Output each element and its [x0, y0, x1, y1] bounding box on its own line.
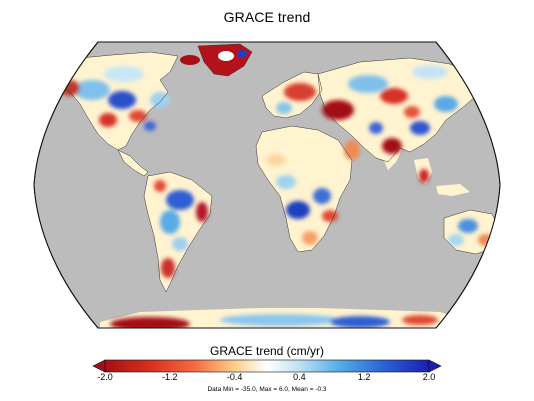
greenland-center [218, 51, 234, 61]
land-southeast-asia [414, 158, 470, 196]
colorbar-gradient [104, 359, 430, 373]
colorbar-tick-label: -2.0 [97, 372, 113, 382]
data-stats: Data Min = -35.0, Max = 6.0, Mean = -0.3 [207, 386, 327, 393]
colorbar-max-extend-arrow [428, 359, 442, 373]
map-title: GRACE trend [223, 9, 311, 25]
colorbar-label: GRACE trend (cm/yr) [209, 344, 324, 358]
colorbar-min-extend-arrow [92, 359, 106, 373]
colorbar-tick-label: -1.2 [162, 372, 178, 382]
land-south-america [144, 172, 212, 292]
colorbar-tick-label: -0.4 [226, 372, 243, 382]
colorbar-tick-label: 0.4 [293, 372, 306, 382]
arctic-islands [180, 55, 200, 65]
colorbar-tick-label: 1.2 [357, 372, 371, 382]
greenland-blue-patch [237, 50, 247, 58]
colorbar [92, 359, 442, 373]
land-central-america [118, 150, 148, 176]
globe-border [33, 41, 501, 329]
colorbar-tick-label: 2.0 [422, 372, 436, 382]
